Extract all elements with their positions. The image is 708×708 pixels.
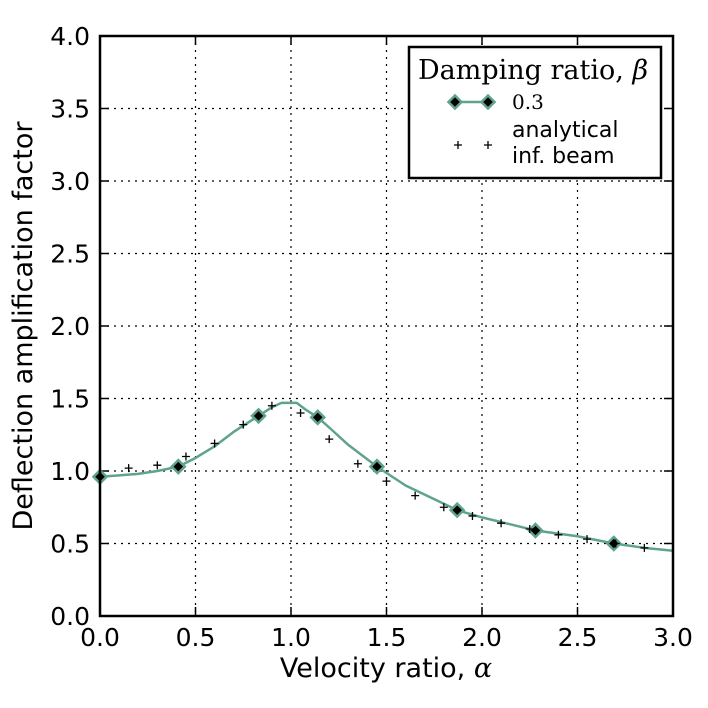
analytical-point (181, 452, 190, 461)
damping-marker (250, 407, 267, 425)
damping-marker (527, 522, 544, 539)
analytical-point (554, 530, 563, 539)
damping-marker (368, 458, 386, 475)
legend-label-analytical-line2: inf. beam (512, 144, 615, 169)
analytical-point (239, 420, 248, 429)
analytical-point (353, 459, 362, 468)
legend-plus (454, 141, 462, 149)
y-tick-label: 0.0 (50, 602, 90, 631)
x-tick-label: 0.5 (176, 623, 216, 652)
analytical-point (153, 461, 162, 470)
analytical-point (611, 539, 620, 548)
analytical-point (325, 435, 334, 444)
x-tick-label: 1.5 (367, 623, 407, 652)
legend-diamond (446, 93, 464, 111)
x-tick-label: 0.0 (80, 623, 120, 652)
x-tick-label: 3.0 (653, 623, 693, 652)
analytical-point (525, 525, 534, 533)
legend-sample-analytical (454, 141, 492, 149)
legend-sample-damping (446, 93, 497, 111)
analytical-point (296, 409, 305, 417)
y-tick-label: 1.0 (50, 457, 90, 486)
y-tick-label: 3.0 (50, 167, 90, 196)
legend-plus (484, 141, 492, 149)
y-tick-label: 2.0 (50, 312, 90, 341)
analytical-point (583, 535, 592, 544)
y-axis-label: Deflection amplification factor (8, 121, 39, 531)
data-layer (91, 401, 674, 552)
ticks: 0.0 0.5 1.0 1.5 2.0 2.5 3.0 0.0 0.5 1.0 1.5 2.0 2.5 3… (50, 22, 693, 652)
analytical-point (382, 477, 391, 486)
legend-box (407, 45, 663, 180)
series-line-damping (99, 401, 674, 552)
analytical-point (439, 503, 448, 512)
x-axis-label: Velocity ratio, α (280, 653, 492, 684)
analytical-point (411, 491, 420, 500)
y-tick-label: 2.5 (50, 240, 90, 269)
y-tick-label: 4.0 (50, 22, 90, 51)
x-tick-label: 1.0 (271, 623, 311, 652)
y-tick-label: 0.5 (50, 530, 90, 559)
plot-frame (98, 34, 675, 618)
y-tick-label: 3.5 (50, 95, 90, 124)
analytical-point (497, 519, 506, 528)
legend-label-damping: 0.3 (512, 90, 544, 114)
legend-label-analytical: analytical (512, 118, 618, 143)
analytical-point (640, 543, 649, 552)
damping-marker (448, 501, 466, 519)
legend-title: Damping ratio, β (418, 55, 648, 86)
damping-marker (309, 409, 327, 426)
x-tick-label: 2.0 (462, 623, 502, 652)
analytical-point (468, 511, 477, 520)
analytical-point (210, 439, 219, 448)
analytical-point (267, 401, 276, 410)
y-tick-label: 1.5 (50, 385, 90, 414)
legend: Damping ratio, β 0.3 analytical inf. bea… (407, 45, 663, 180)
damping-marker (170, 458, 187, 475)
analytical-point (124, 464, 133, 473)
legend-diamond (479, 93, 497, 111)
x-tick-label: 2.5 (558, 623, 598, 652)
